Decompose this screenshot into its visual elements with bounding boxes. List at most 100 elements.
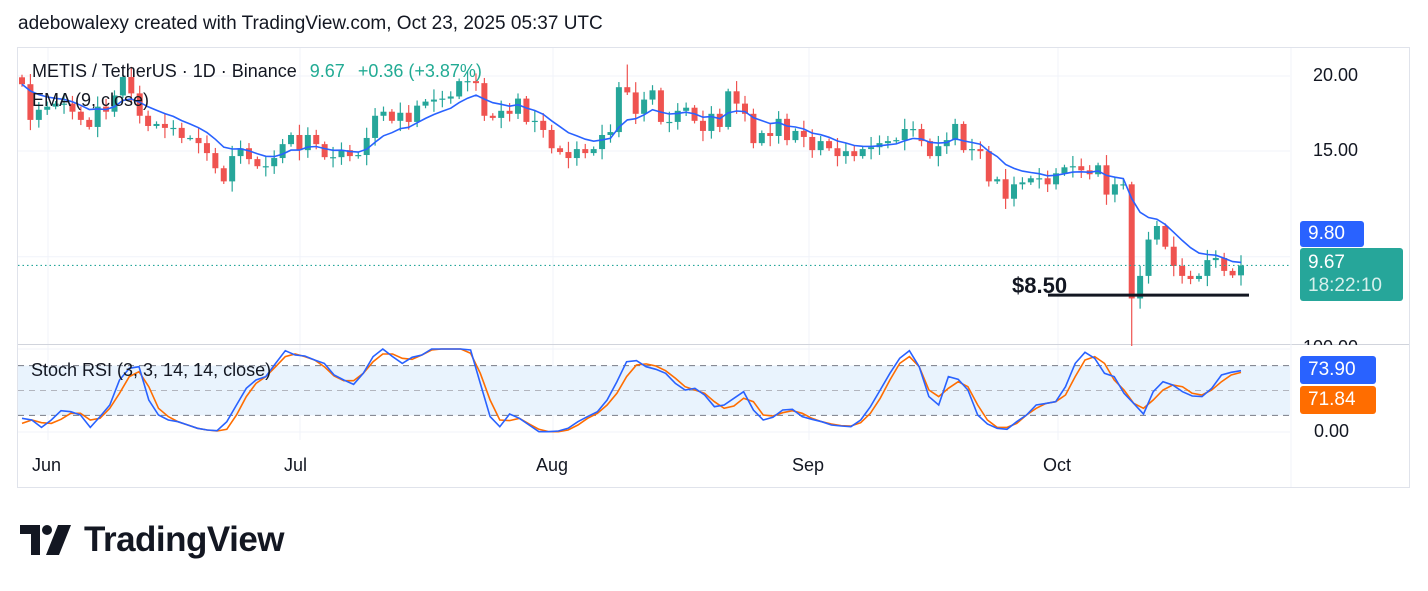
candle-up: [1111, 184, 1118, 195]
candle-up: [666, 121, 673, 124]
ema-line: [21, 83, 1242, 264]
candle-down: [826, 141, 833, 149]
candle-up: [1019, 182, 1026, 185]
candle-down: [918, 129, 925, 142]
candle-down: [245, 148, 252, 160]
candle-up: [1212, 258, 1219, 261]
candle-up: [61, 103, 68, 105]
candle-up: [1011, 184, 1018, 199]
candle-up: [573, 149, 580, 159]
candle-down: [69, 103, 76, 112]
candle-down: [346, 150, 353, 157]
candle-down: [161, 123, 168, 128]
candle-up: [330, 157, 337, 159]
candle-up: [708, 113, 715, 131]
bar-countdown: 18:22:10: [1308, 275, 1382, 296]
candle-up: [599, 134, 606, 150]
candle-up: [649, 90, 656, 100]
candle-up: [817, 141, 824, 151]
tradingview-logo-text: TradingView: [84, 520, 285, 559]
candle-up: [464, 81, 471, 83]
candle-up: [792, 130, 799, 141]
candle-down: [1103, 165, 1110, 195]
candle-up: [1137, 275, 1144, 299]
candle-up: [35, 109, 42, 120]
candle-up: [1053, 173, 1060, 185]
candle-down: [632, 92, 639, 114]
candle-up: [683, 107, 690, 111]
candle-down: [523, 98, 530, 122]
candle-down: [741, 103, 748, 114]
candle-down: [582, 149, 589, 154]
candle-up: [884, 141, 891, 144]
candle-down: [716, 113, 723, 127]
candle-up: [338, 150, 345, 158]
stoch-rsi-legend[interactable]: Stoch RSI (3, 3, 14, 14, close): [31, 360, 272, 380]
candle-up: [674, 110, 681, 122]
candle-down: [1162, 225, 1169, 247]
candle-down: [19, 77, 25, 85]
candle-down: [136, 93, 143, 116]
candle-down: [388, 111, 395, 121]
candle-up: [456, 81, 463, 97]
time-tick-jul: Jul: [284, 455, 308, 475]
candle-down: [1229, 270, 1236, 276]
time-tick-oct: Oct: [1043, 455, 1072, 475]
symbol-title: METIS / TetherUS · 1D · Binance: [32, 61, 297, 81]
candle-down: [1170, 246, 1177, 266]
candle-down: [203, 143, 210, 154]
candle-down: [220, 168, 227, 182]
candle-down: [1179, 265, 1186, 276]
candle-up: [44, 106, 51, 110]
candle-up: [262, 166, 269, 168]
candle-up: [380, 111, 387, 116]
candle-up: [229, 156, 236, 182]
support-level-label: $8.50: [1012, 273, 1068, 298]
candle-up: [994, 179, 1001, 182]
candle-up: [422, 101, 429, 106]
time-tick-jun: Jun: [32, 455, 62, 475]
candle-up: [439, 98, 446, 100]
tradingview-logo[interactable]: TradingView: [20, 520, 285, 560]
candle-up: [498, 110, 505, 118]
price-tick-20: 20.00: [1313, 65, 1359, 85]
candle-down: [128, 77, 135, 94]
candle-down: [624, 87, 631, 93]
symbol-legend[interactable]: METIS / TetherUS · 1D · Binance 9.67 +0.…: [32, 61, 482, 82]
ema-legend[interactable]: EMA (9, close): [32, 90, 150, 110]
candle-up: [170, 127, 177, 130]
candle-up: [868, 147, 875, 150]
candle-down: [548, 129, 555, 149]
candle-up: [910, 129, 917, 131]
candle-down: [1044, 178, 1051, 185]
candle-up: [1120, 184, 1127, 186]
candle-down: [750, 113, 757, 144]
candle-down: [178, 127, 185, 138]
candle-up: [1095, 165, 1102, 175]
candle-up: [615, 87, 622, 133]
candle-up: [1027, 178, 1034, 183]
current-price-value: 9.67: [1308, 252, 1345, 273]
candle-up: [1204, 260, 1211, 276]
candle-up: [590, 149, 597, 154]
candle-up: [1153, 225, 1160, 240]
candle-up: [94, 106, 101, 127]
candle-up: [355, 155, 362, 157]
time-tick-sep: Sep: [792, 455, 825, 475]
candle-up: [1195, 275, 1202, 280]
current-price-badge: 9.67 18:22:10: [1300, 248, 1403, 301]
stoch-tick-100: 100.00: [1303, 337, 1358, 345]
ema-value-badge: 9.80: [1300, 221, 1364, 247]
candle-down: [699, 120, 706, 131]
candle-down: [254, 159, 261, 167]
stoch-k-line: [21, 347, 1242, 433]
candle-up: [304, 134, 311, 151]
candle-up: [1036, 178, 1043, 180]
candle-down: [195, 137, 202, 144]
candle-up: [842, 151, 849, 157]
candle-up: [859, 149, 866, 157]
candle-down: [1128, 184, 1135, 299]
candle-up: [430, 99, 437, 102]
candle-down: [27, 84, 34, 120]
